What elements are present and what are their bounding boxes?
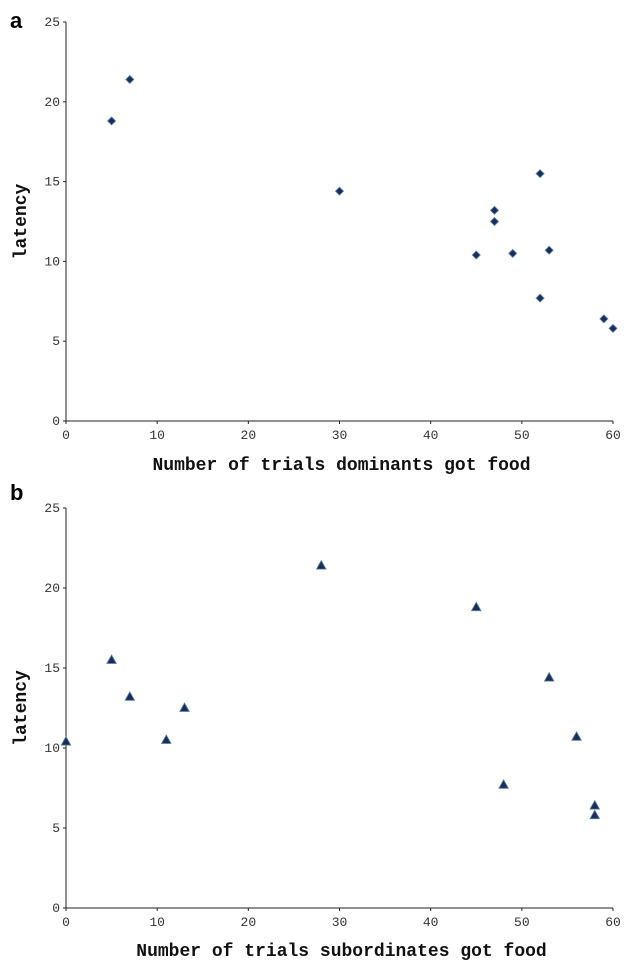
y-axis-title: latency: [12, 184, 32, 260]
x-tick-label: 50: [514, 428, 530, 443]
x-tick-label: 10: [149, 428, 165, 443]
y-tick-label: 5: [52, 334, 60, 349]
data-point-triangle: [571, 730, 582, 741]
chart-panel-a: a 0 5 10 15 20 25 0 10 20 30 40 50 60 Number of trials…: [10, 8, 621, 476]
data-point-diamond: [489, 205, 500, 215]
x-tick-label: 60: [605, 428, 621, 443]
data-point-triangle: [498, 778, 510, 789]
data-point-triangle: [589, 809, 601, 820]
panel-label: b: [10, 480, 23, 505]
y-tick-label: 25: [44, 15, 60, 30]
x-tick-label: 30: [332, 915, 348, 930]
y-tick-label: 10: [44, 741, 60, 756]
x-tick-label: 40: [423, 428, 439, 443]
x-tick-label: 0: [62, 428, 70, 443]
y-tick-label: 5: [52, 821, 60, 836]
data-point-diamond: [608, 323, 618, 333]
data-point-triangle: [60, 735, 72, 746]
x-tick-label: 20: [241, 428, 257, 443]
y-tick-label: 15: [44, 175, 60, 190]
y-tick-label: 10: [44, 254, 60, 269]
data-point-triangle: [179, 702, 190, 712]
data-point-diamond: [471, 250, 481, 260]
data-point-triangle: [470, 601, 482, 612]
x-tick-label: 10: [149, 915, 165, 930]
data-point-diamond: [599, 314, 609, 324]
data-point-diamond: [125, 74, 135, 85]
data-point-triangle: [589, 799, 601, 810]
x-axis-title: Number of trials dominants got food: [152, 456, 530, 476]
data-point-diamond: [107, 116, 117, 126]
data-point-diamond: [489, 216, 500, 227]
panel-label: a: [10, 8, 23, 33]
x-tick-label: 40: [423, 915, 439, 930]
x-tick-label: 20: [241, 915, 257, 930]
x-tick-label: 30: [332, 428, 348, 443]
data-point-triangle: [106, 654, 118, 664]
y-tick-label: 25: [44, 501, 60, 516]
x-tick-label: 50: [514, 915, 530, 930]
data-point-diamond: [535, 293, 545, 303]
x-axis-title: Number of trials subordinates got food: [136, 942, 546, 960]
x-tick-label: 0: [62, 915, 70, 930]
data-point-diamond: [334, 186, 345, 196]
y-tick-label: 20: [44, 95, 60, 110]
y-axis-title: latency: [12, 670, 32, 746]
data-point-triangle: [160, 734, 172, 744]
data-point-diamond: [544, 245, 554, 255]
y-tick-label: 0: [52, 414, 60, 429]
data-point-diamond: [535, 169, 545, 179]
x-tick-label: 60: [605, 915, 621, 930]
chart-panel-b: b 0 5 10 15 20 25 0 10 20 30 40 50 60 Number of trials…: [10, 480, 621, 960]
data-point-diamond: [508, 248, 518, 258]
y-tick-label: 20: [44, 581, 60, 596]
data-point-triangle: [543, 671, 555, 682]
y-tick-label: 0: [52, 901, 60, 916]
y-tick-label: 15: [44, 661, 60, 676]
data-point-triangle: [315, 559, 327, 570]
data-point-triangle: [124, 690, 136, 701]
